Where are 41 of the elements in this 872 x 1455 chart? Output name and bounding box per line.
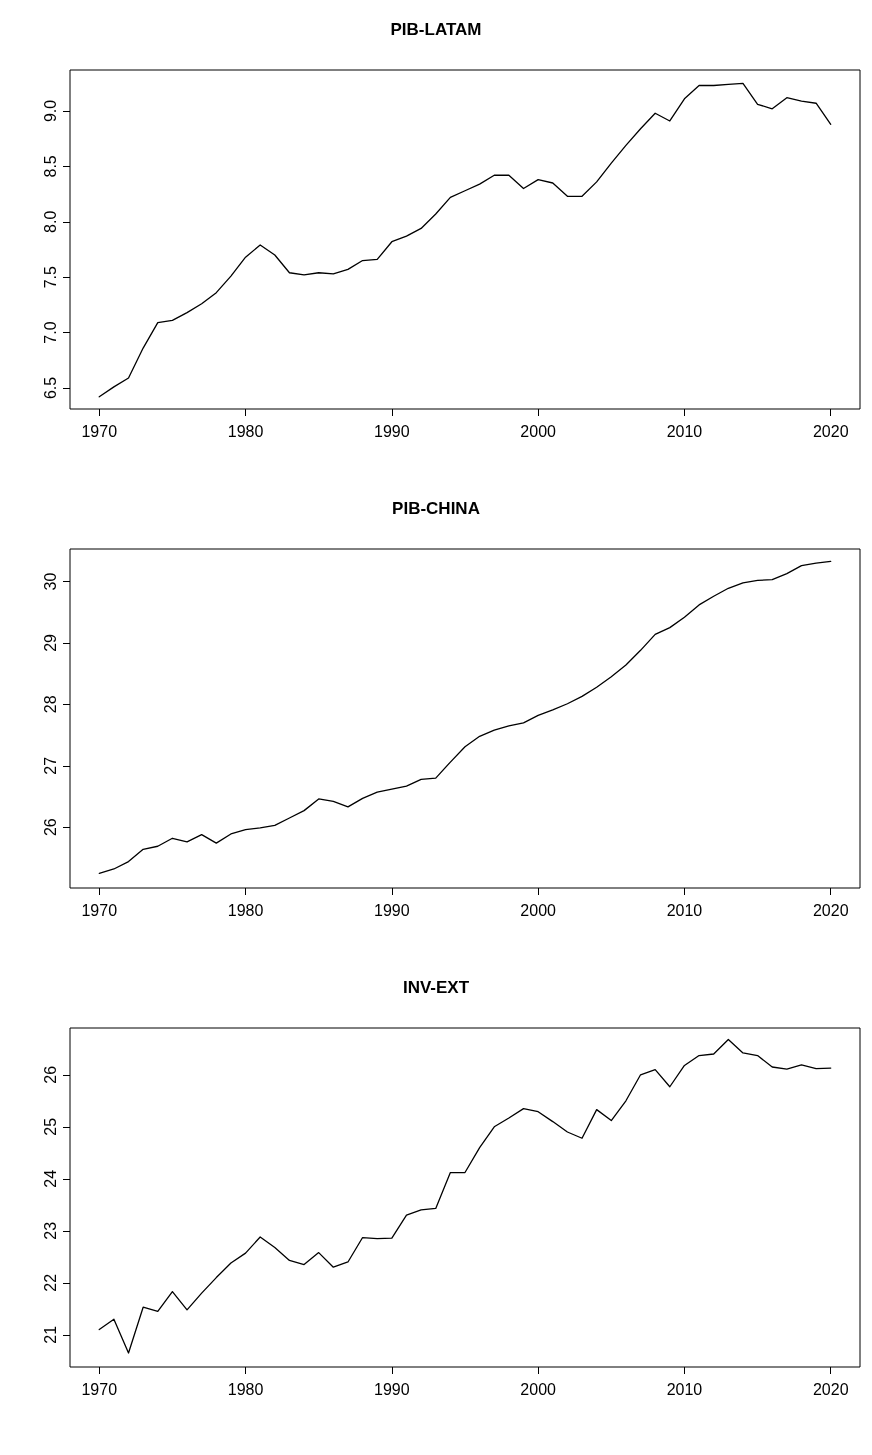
y-tick-label: 24: [41, 1169, 59, 1188]
line-series: [98, 560, 832, 874]
x-tick-label: 1980: [227, 422, 264, 440]
line-series: [98, 82, 832, 398]
y-tick-label: 9.0: [41, 99, 59, 123]
x-tick-label: 2020: [812, 422, 849, 440]
x-tick-label: 2010: [666, 901, 703, 919]
x-tick-label: 1990: [374, 901, 410, 919]
x-tick-label: 1990: [374, 1380, 410, 1398]
y-tick-label: 30: [41, 572, 59, 591]
y-tick-label: 8.0: [41, 210, 59, 233]
y-tick-label: 26: [41, 1065, 59, 1084]
x-tick-label: 1970: [81, 901, 118, 919]
y-tick-label: 28: [41, 695, 59, 714]
y-tick-label: 8.5: [41, 155, 59, 178]
x-tick-label: 2020: [812, 1380, 849, 1398]
x-tick-label: 1970: [81, 1380, 118, 1398]
y-tick-label: 7.5: [41, 265, 59, 289]
line-series: [98, 1038, 832, 1354]
y-tick-label: 21: [41, 1325, 59, 1344]
y-tick-label: 27: [41, 756, 59, 775]
y-tick-label: 29: [41, 633, 59, 652]
x-tick-label: 1980: [227, 1380, 264, 1398]
chart-title: INV-EXT: [402, 978, 470, 997]
y-tick-label: 7.0: [41, 321, 59, 344]
y-tick-label: 25: [41, 1117, 59, 1136]
x-tick-label: 2010: [666, 1380, 703, 1398]
x-tick-label: 2000: [520, 1380, 557, 1398]
y-tick-label: 22: [41, 1273, 59, 1292]
y-tick-label: 6.5: [41, 376, 59, 400]
x-tick-label: 2010: [666, 422, 703, 440]
x-tick-label: 1990: [374, 422, 410, 440]
y-tick-label: 26: [41, 818, 59, 837]
x-tick-label: 2020: [812, 901, 849, 919]
y-tick-label: 23: [41, 1221, 59, 1240]
x-tick-label: 1980: [227, 901, 264, 919]
chart-title: PIB-LATAM: [390, 20, 482, 39]
x-tick-label: 2000: [520, 422, 557, 440]
x-tick-label: 1970: [81, 422, 118, 440]
x-tick-label: 2000: [520, 901, 557, 919]
chart-title: PIB-CHINA: [392, 499, 480, 518]
